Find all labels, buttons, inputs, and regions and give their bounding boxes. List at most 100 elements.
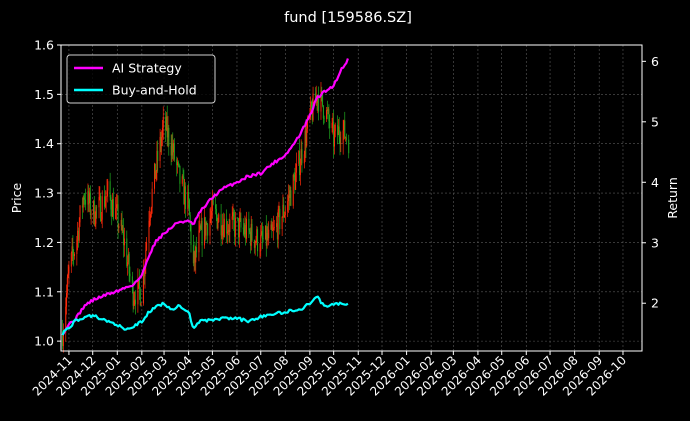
candle-body [215,208,217,216]
candle-body [251,223,253,241]
y-tick-label: 1.0 [34,334,54,349]
candle-body [94,223,96,225]
candle-body [159,136,161,161]
candle-body [110,197,112,210]
candle-body [244,225,246,235]
candle-body [198,230,200,253]
candle-body [226,231,228,234]
candle-body [260,234,262,251]
candle-body [109,181,111,198]
candle-body [73,253,75,257]
candle-body [211,199,213,211]
candle-body [148,220,150,243]
candle-body [288,195,290,199]
candle-body [151,188,153,208]
candle-body [262,238,264,239]
candle-body [131,276,133,285]
candle-body [142,271,144,304]
candle-body [189,214,191,225]
candle-body [93,201,95,225]
candle-body [192,244,194,264]
candle-body [298,151,300,164]
candle-body [200,221,202,230]
candle-body [337,126,339,136]
candle-body [243,229,245,235]
candle-body [171,143,173,156]
candle-body [105,196,107,202]
candle-body [133,300,135,306]
candle-body [111,209,113,217]
y-tick-label: 1.1 [34,284,54,299]
candle-body [199,225,201,231]
candle-body [137,279,139,305]
candle-body [207,224,209,236]
candle-body [342,130,344,144]
candle-body [161,137,163,147]
candle-body [149,218,151,221]
candle-body [154,163,156,179]
candle-body [89,192,91,215]
candle-body [284,215,286,218]
candle-body [203,217,205,246]
candle-body [329,121,331,129]
candle-body [245,225,247,239]
candle-body [162,116,164,128]
candle-body [287,195,289,202]
candle-body [123,238,125,246]
candle-body [107,181,109,191]
candle-body [193,251,195,264]
candle-body [161,127,163,138]
candle-body [188,199,190,215]
candle-body [194,251,196,263]
candle-body [237,217,239,219]
candle-body [270,224,272,230]
candle-body [264,225,266,239]
candle-body [104,196,106,207]
buy-and-hold-line [61,295,349,336]
candle-body [77,230,79,240]
candle-body [173,143,175,153]
price-candles [62,81,350,353]
candle-body [331,122,333,129]
candle-body [139,288,141,306]
candle-body [257,229,259,252]
candle-body [196,246,198,253]
candle-body [268,229,270,239]
candle-body [345,137,347,140]
y-axis-left: 1.0 1.1 1.2 1.3 1.4 1.5 1.6 [34,38,61,349]
candle-body [72,246,74,254]
candle-body [123,230,125,246]
candle-body [71,246,73,254]
candle-body [294,177,296,190]
candle-body [328,109,330,122]
candle-body [121,219,123,231]
candle-body [222,224,224,235]
y2-tick-label: 6 [651,54,659,69]
candle-body [78,222,80,241]
candle-body [76,239,78,254]
candle-body [212,199,214,205]
candle-body [322,105,324,119]
candle-body [323,118,325,119]
candle-body [168,127,170,146]
candle-body [218,214,220,223]
candle-body [283,204,285,218]
y-tick-label: 1.2 [34,235,54,250]
candle-body [62,332,64,347]
candle-body [204,217,206,236]
candle-body [238,219,240,238]
candle-body [200,225,202,230]
legend-box [66,54,216,104]
candle-body [115,204,117,209]
candle-body [303,154,305,164]
candle-body [272,230,274,231]
candle-body [234,217,236,237]
candle-body [90,214,92,215]
candle-body [143,271,145,277]
candle-body [261,231,263,239]
candle-body [232,212,234,217]
candle-body [118,226,120,228]
y2-tick-label: 3 [651,235,659,250]
candle-body [146,242,148,251]
